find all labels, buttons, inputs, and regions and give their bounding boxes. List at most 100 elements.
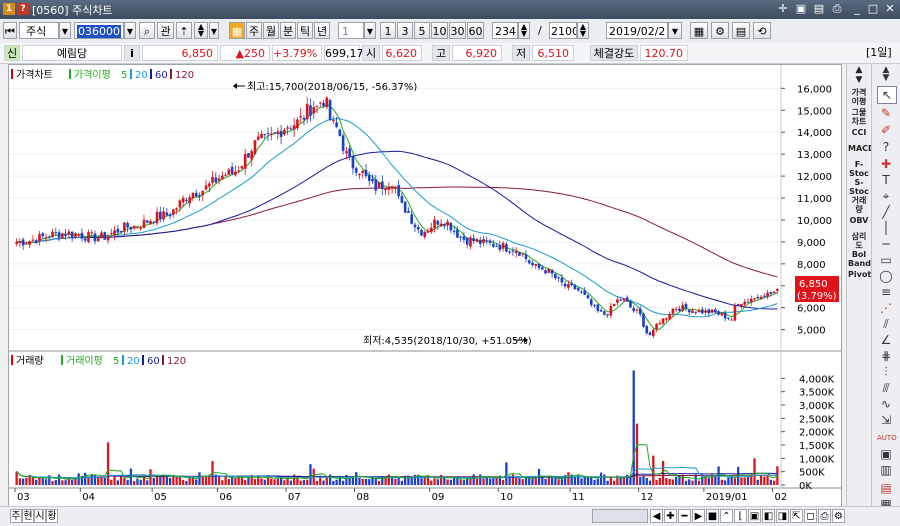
indicator-f-stoc[interactable]: F-Stoc — [849, 160, 869, 178]
eraser-tool-icon[interactable]: ✎ — [880, 106, 892, 120]
maximize-icon[interactable]: □ — [867, 2, 879, 15]
stats-tool-icon[interactable]: ▤ — [880, 481, 892, 495]
fit-button[interactable]: ▣ — [748, 509, 761, 523]
wave-tool-icon[interactable]: ∿ — [880, 397, 892, 411]
trendline-tool-icon[interactable]: ╱ — [882, 205, 890, 219]
fan-tool-icon[interactable]: ⋰ — [880, 301, 892, 315]
up-scroll-button[interactable]: ⌃ — [720, 509, 733, 523]
month-button[interactable]: 월 — [263, 22, 279, 39]
magnet-tool-icon[interactable]: ⌖ — [882, 189, 890, 203]
date-dropdown-icon[interactable]: ▼ — [668, 22, 682, 39]
indicator-psychology[interactable]: 삼리도 — [851, 232, 867, 250]
minute-30-button[interactable]: 30 — [449, 22, 466, 39]
indicator-bol-band[interactable]: Bol Band — [848, 250, 871, 268]
indicator-net-chart[interactable]: 그물차트 — [851, 108, 867, 126]
save-tool-button[interactable]: ▤ — [732, 22, 750, 39]
total-count-input[interactable]: 2100 — [549, 22, 577, 39]
arrow-tool-icon[interactable]: ⇲ — [880, 413, 892, 427]
indicator-price-ma[interactable]: 가격이평 — [851, 88, 867, 106]
chart-area[interactable]: 16,000 15,000 14,000 13,000 12,000 11,000 10,0… — [8, 64, 842, 513]
search-button[interactable]: ⌕ — [139, 22, 155, 39]
stop-button[interactable]: ■ — [706, 509, 719, 523]
indicator-s-stoc[interactable]: S-Stoc — [849, 178, 869, 196]
spin-button[interactable]: ▲ ▼ — [194, 22, 208, 39]
tab-status[interactable]: 황 — [46, 509, 58, 523]
text-tool-icon[interactable]: T — [882, 173, 890, 187]
minute-60-button[interactable]: 60 — [467, 22, 484, 39]
cursor-tool-icon[interactable]: ↖ — [877, 86, 897, 104]
auto-tool-icon[interactable]: AUTO — [877, 434, 897, 442]
question-tool-icon[interactable]: ? — [882, 140, 890, 154]
circle-tool-icon[interactable]: ◯ — [879, 269, 893, 283]
settings-chart-button[interactable]: ⚙ — [832, 509, 845, 523]
tab-stock[interactable]: 주 — [10, 509, 22, 523]
scroll-left-button[interactable]: ◀ — [650, 509, 663, 523]
minute-10-button[interactable]: 10 — [431, 22, 448, 39]
indicator-obv[interactable]: OBV — [849, 216, 869, 225]
day-period-button[interactable]: ▦ — [229, 22, 245, 39]
gann-tool-icon[interactable]: ⋕ — [880, 349, 892, 363]
scroll-track[interactable] — [592, 509, 648, 523]
total-spin-button[interactable]: ▲ ▼ — [577, 22, 589, 39]
tools-scroll-down[interactable]: ▼ — [882, 73, 890, 83]
restore-tool-button[interactable]: ⟲ — [753, 22, 771, 39]
screen-tool-icon[interactable]: ▣ — [880, 447, 892, 461]
list-tool-icon[interactable]: ▦ — [880, 497, 892, 511]
crosshair-tool-icon[interactable]: ✚ — [880, 157, 892, 171]
hide-button[interactable]: ◻ — [804, 509, 817, 523]
prev-stock-button[interactable]: ⏮ — [3, 22, 17, 39]
code-dropdown-icon[interactable]: ▼ — [124, 22, 136, 39]
save-icon[interactable]: ▤ — [813, 2, 825, 15]
minute-1-button[interactable]: 1 — [380, 22, 396, 39]
horizontal-line-tool-icon[interactable]: ─ — [882, 237, 890, 251]
pattern-tool-icon[interactable]: ⫻ — [882, 381, 890, 395]
brush-tool-icon[interactable]: ✐ — [880, 123, 892, 137]
zoom-in-button[interactable]: ✚ — [664, 509, 677, 523]
anchor-button[interactable]: ⌊ — [734, 509, 747, 523]
scroll-right-button[interactable]: ▶ — [692, 509, 705, 523]
link-icon[interactable]: ▣ — [795, 2, 807, 15]
help-icon[interactable]: ? — [17, 3, 29, 15]
market-dropdown-icon[interactable]: ▼ — [59, 22, 71, 39]
channel-tool-icon[interactable]: ⫽ — [883, 317, 889, 331]
indicator-volume[interactable]: 거래량 — [851, 196, 867, 214]
interval-dropdown-icon[interactable]: ▼ — [364, 22, 376, 39]
minute-5-button[interactable]: 5 — [414, 22, 430, 39]
export-button[interactable]: ⇱ — [790, 509, 803, 523]
grid-tool-button[interactable]: ▦ — [690, 22, 708, 39]
print-icon[interactable]: ⎙ — [832, 2, 842, 15]
close-icon[interactable]: ✕ — [885, 2, 895, 15]
tab-market[interactable]: 시 — [34, 509, 46, 523]
minimize-icon[interactable]: _ — [854, 2, 860, 15]
indicator-cci[interactable]: CCI — [851, 128, 867, 137]
zoom-out-button[interactable]: ━ — [678, 509, 691, 523]
fibonacci-tool-icon[interactable]: ≡ — [880, 285, 892, 299]
stock-chart-svg[interactable]: 16,000 15,000 14,000 13,000 12,000 11,000 10,0… — [9, 65, 841, 512]
print-chart-button[interactable]: ⎙ — [818, 509, 831, 523]
week-button[interactable]: 주 — [246, 22, 262, 39]
count-spin-button[interactable]: ▲ ▼ — [518, 22, 530, 39]
minute-3-button[interactable]: 3 — [397, 22, 413, 39]
indicator-pivot[interactable]: Pivot — [848, 270, 872, 279]
tick-button[interactable]: 틱 — [297, 22, 313, 39]
display-count-input[interactable]: 234 — [492, 22, 518, 39]
tools-scroll-up[interactable]: ▲ — [882, 65, 890, 75]
gwan-button[interactable]: 관 — [157, 22, 174, 39]
rectangle-tool-icon[interactable]: ▭ — [880, 253, 892, 267]
indicator-scroll-down[interactable]: ▼ — [855, 75, 863, 85]
market-select[interactable]: 주식 — [19, 22, 59, 39]
angle-tool-icon[interactable]: ∠ — [880, 333, 892, 347]
indicator-macd[interactable]: MACD — [848, 144, 875, 153]
compare-tool-icon[interactable]: ▥ — [880, 463, 892, 477]
cycle-tool-icon[interactable]: ⫶ — [884, 365, 888, 379]
stock-code-input[interactable]: 036000 — [74, 22, 124, 39]
split-button[interactable]: ◧ — [762, 509, 775, 523]
vertical-line-tool-icon[interactable]: │ — [882, 221, 890, 235]
compare-button[interactable]: ◨ — [776, 509, 789, 523]
minute-button[interactable]: 분 — [280, 22, 296, 39]
indicator-scroll-up[interactable]: ▲ — [855, 65, 863, 75]
interval-input[interactable]: 1 — [338, 22, 364, 39]
tab-current[interactable]: 현 — [22, 509, 34, 523]
up-button[interactable]: ⇡ — [176, 22, 192, 39]
stock-info-button[interactable]: i — [124, 45, 140, 61]
